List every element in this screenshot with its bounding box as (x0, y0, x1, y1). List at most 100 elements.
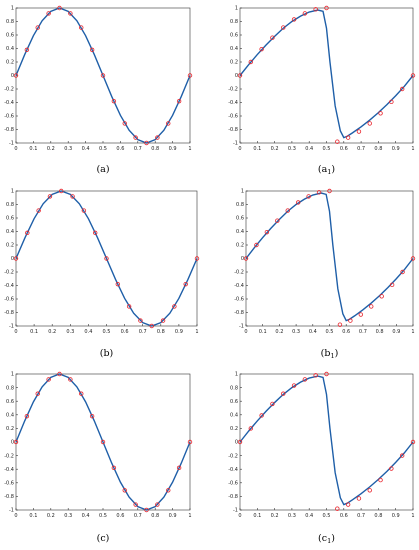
data-point-marker (295, 200, 301, 205)
y-tick-label: 0 (235, 440, 238, 446)
data-point-marker (348, 318, 353, 323)
data-point-marker (254, 242, 259, 248)
data-point-marker (324, 371, 329, 377)
solution-curve (239, 9, 414, 139)
data-point-marker (356, 496, 362, 501)
x-tick-label: 1 (188, 146, 191, 152)
y-tick-label: 0.4 (236, 229, 244, 235)
data-point-marker (89, 413, 95, 419)
y-tick-label: -0.8 (4, 494, 14, 500)
x-tick-label: 0 (238, 146, 241, 152)
data-point-marker (187, 439, 193, 445)
panel-caption: (b1) (321, 348, 339, 360)
y-tick-label: 0 (11, 440, 14, 446)
data-point-marker (57, 5, 62, 11)
y-tick-label: 0.6 (230, 33, 238, 39)
y-tick-label: -0.6 (4, 114, 14, 120)
data-point-marker (356, 129, 362, 134)
y-tick-label: 0.2 (6, 243, 14, 249)
data-point-marker (410, 73, 416, 78)
y-tick-label: -0.2 (228, 87, 238, 93)
data-point-marker (248, 59, 254, 65)
data-point-marker (160, 318, 166, 323)
y-tick-label: 0.2 (6, 426, 14, 432)
y-tick-label: -0.2 (4, 87, 14, 93)
data-point-marker (176, 98, 182, 104)
data-point-marker (115, 281, 121, 287)
data-point-marker (81, 208, 87, 213)
data-point-marker (155, 135, 160, 140)
x-tick-label: 0.4 (305, 146, 313, 152)
y-tick-label: 0.8 (6, 202, 14, 208)
x-tick-label: 0.2 (275, 329, 283, 335)
data-point-marker (324, 5, 329, 11)
x-tick-label: 0.2 (271, 513, 279, 519)
y-tick-label: -0.2 (234, 270, 244, 276)
x-tick-label: 1 (188, 513, 191, 519)
data-point-marker (138, 318, 143, 323)
x-tick-label: 0.7 (134, 513, 142, 519)
data-point-marker (24, 413, 30, 419)
y-tick-label: 0.4 (6, 46, 14, 52)
data-point-marker (122, 121, 127, 126)
y-tick-label: 1 (235, 6, 238, 12)
x-tick-label: 1 (411, 513, 414, 519)
x-tick-label: 0.6 (342, 329, 350, 335)
data-point-marker (13, 439, 19, 445)
data-point-marker (46, 11, 51, 16)
x-tick-label: 0 (14, 329, 17, 335)
x-tick-label: 0.5 (99, 513, 107, 519)
x-tick-label: 0.3 (64, 146, 72, 152)
data-point-marker (176, 465, 182, 471)
chart-panel-0: 0 0.1 0.2 0.3 0.4 0.5 0.6 0.7 0.8 0.9 1 -1 -0.8 -0.6 -… (4, 5, 193, 175)
data-point-marker (369, 304, 374, 309)
y-tick-label: -0.4 (4, 100, 14, 106)
data-point-marker (410, 439, 416, 445)
y-tick-label: 0.4 (230, 46, 238, 52)
x-tick-label: 0.1 (253, 513, 261, 519)
data-point-marker (13, 73, 19, 78)
solution-curve (245, 192, 414, 322)
data-point-marker (399, 453, 405, 458)
y-tick-label: -0.8 (4, 127, 14, 133)
y-tick-label: 1 (241, 189, 244, 195)
solution-curve (15, 190, 198, 327)
x-tick-label: 0 (14, 146, 17, 152)
y-tick-label: -0.6 (4, 481, 14, 487)
data-point-marker (264, 229, 270, 235)
data-point-marker (36, 208, 41, 213)
data-point-marker (13, 256, 19, 261)
x-tick-label: 0.8 (151, 146, 159, 152)
y-tick-label: 0.8 (6, 385, 14, 391)
y-tick-label: 0.4 (6, 229, 14, 235)
y-tick-label: 0.8 (236, 202, 244, 208)
data-point-marker (378, 477, 383, 483)
data-point-marker (172, 304, 177, 309)
data-point-marker (68, 11, 73, 16)
solution-curve (15, 7, 191, 144)
x-tick-label: 0 (14, 513, 17, 519)
y-tick-label: 1 (235, 372, 238, 378)
data-point-marker (335, 506, 340, 511)
y-tick-label: -0.2 (4, 453, 14, 459)
data-point-marker (237, 73, 243, 78)
data-point-marker (100, 439, 106, 445)
data-point-marker (327, 188, 332, 194)
data-point-marker (111, 98, 117, 104)
data-point-marker (183, 281, 188, 287)
y-tick-label: -0.4 (234, 283, 244, 289)
x-tick-label: 0.3 (66, 329, 74, 335)
chart-panel-5: 0 0.1 0.2 0.3 0.4 0.5 0.6 0.7 0.8 0.9 1 -1 -0.8 -0.6 -… (228, 371, 416, 545)
y-tick-label: -1 (239, 324, 244, 330)
x-tick-label: 0.3 (288, 146, 296, 152)
x-tick-label: 1 (411, 329, 414, 335)
y-tick-label: -0.6 (234, 297, 244, 303)
data-point-marker (367, 121, 372, 126)
data-point-marker (389, 282, 395, 288)
y-tick-label: 0.6 (6, 399, 14, 405)
panel-caption: (c) (97, 533, 110, 544)
data-point-marker (379, 294, 384, 299)
data-point-marker (111, 465, 117, 471)
x-tick-label: 0.7 (357, 146, 365, 152)
data-point-marker (46, 377, 51, 382)
